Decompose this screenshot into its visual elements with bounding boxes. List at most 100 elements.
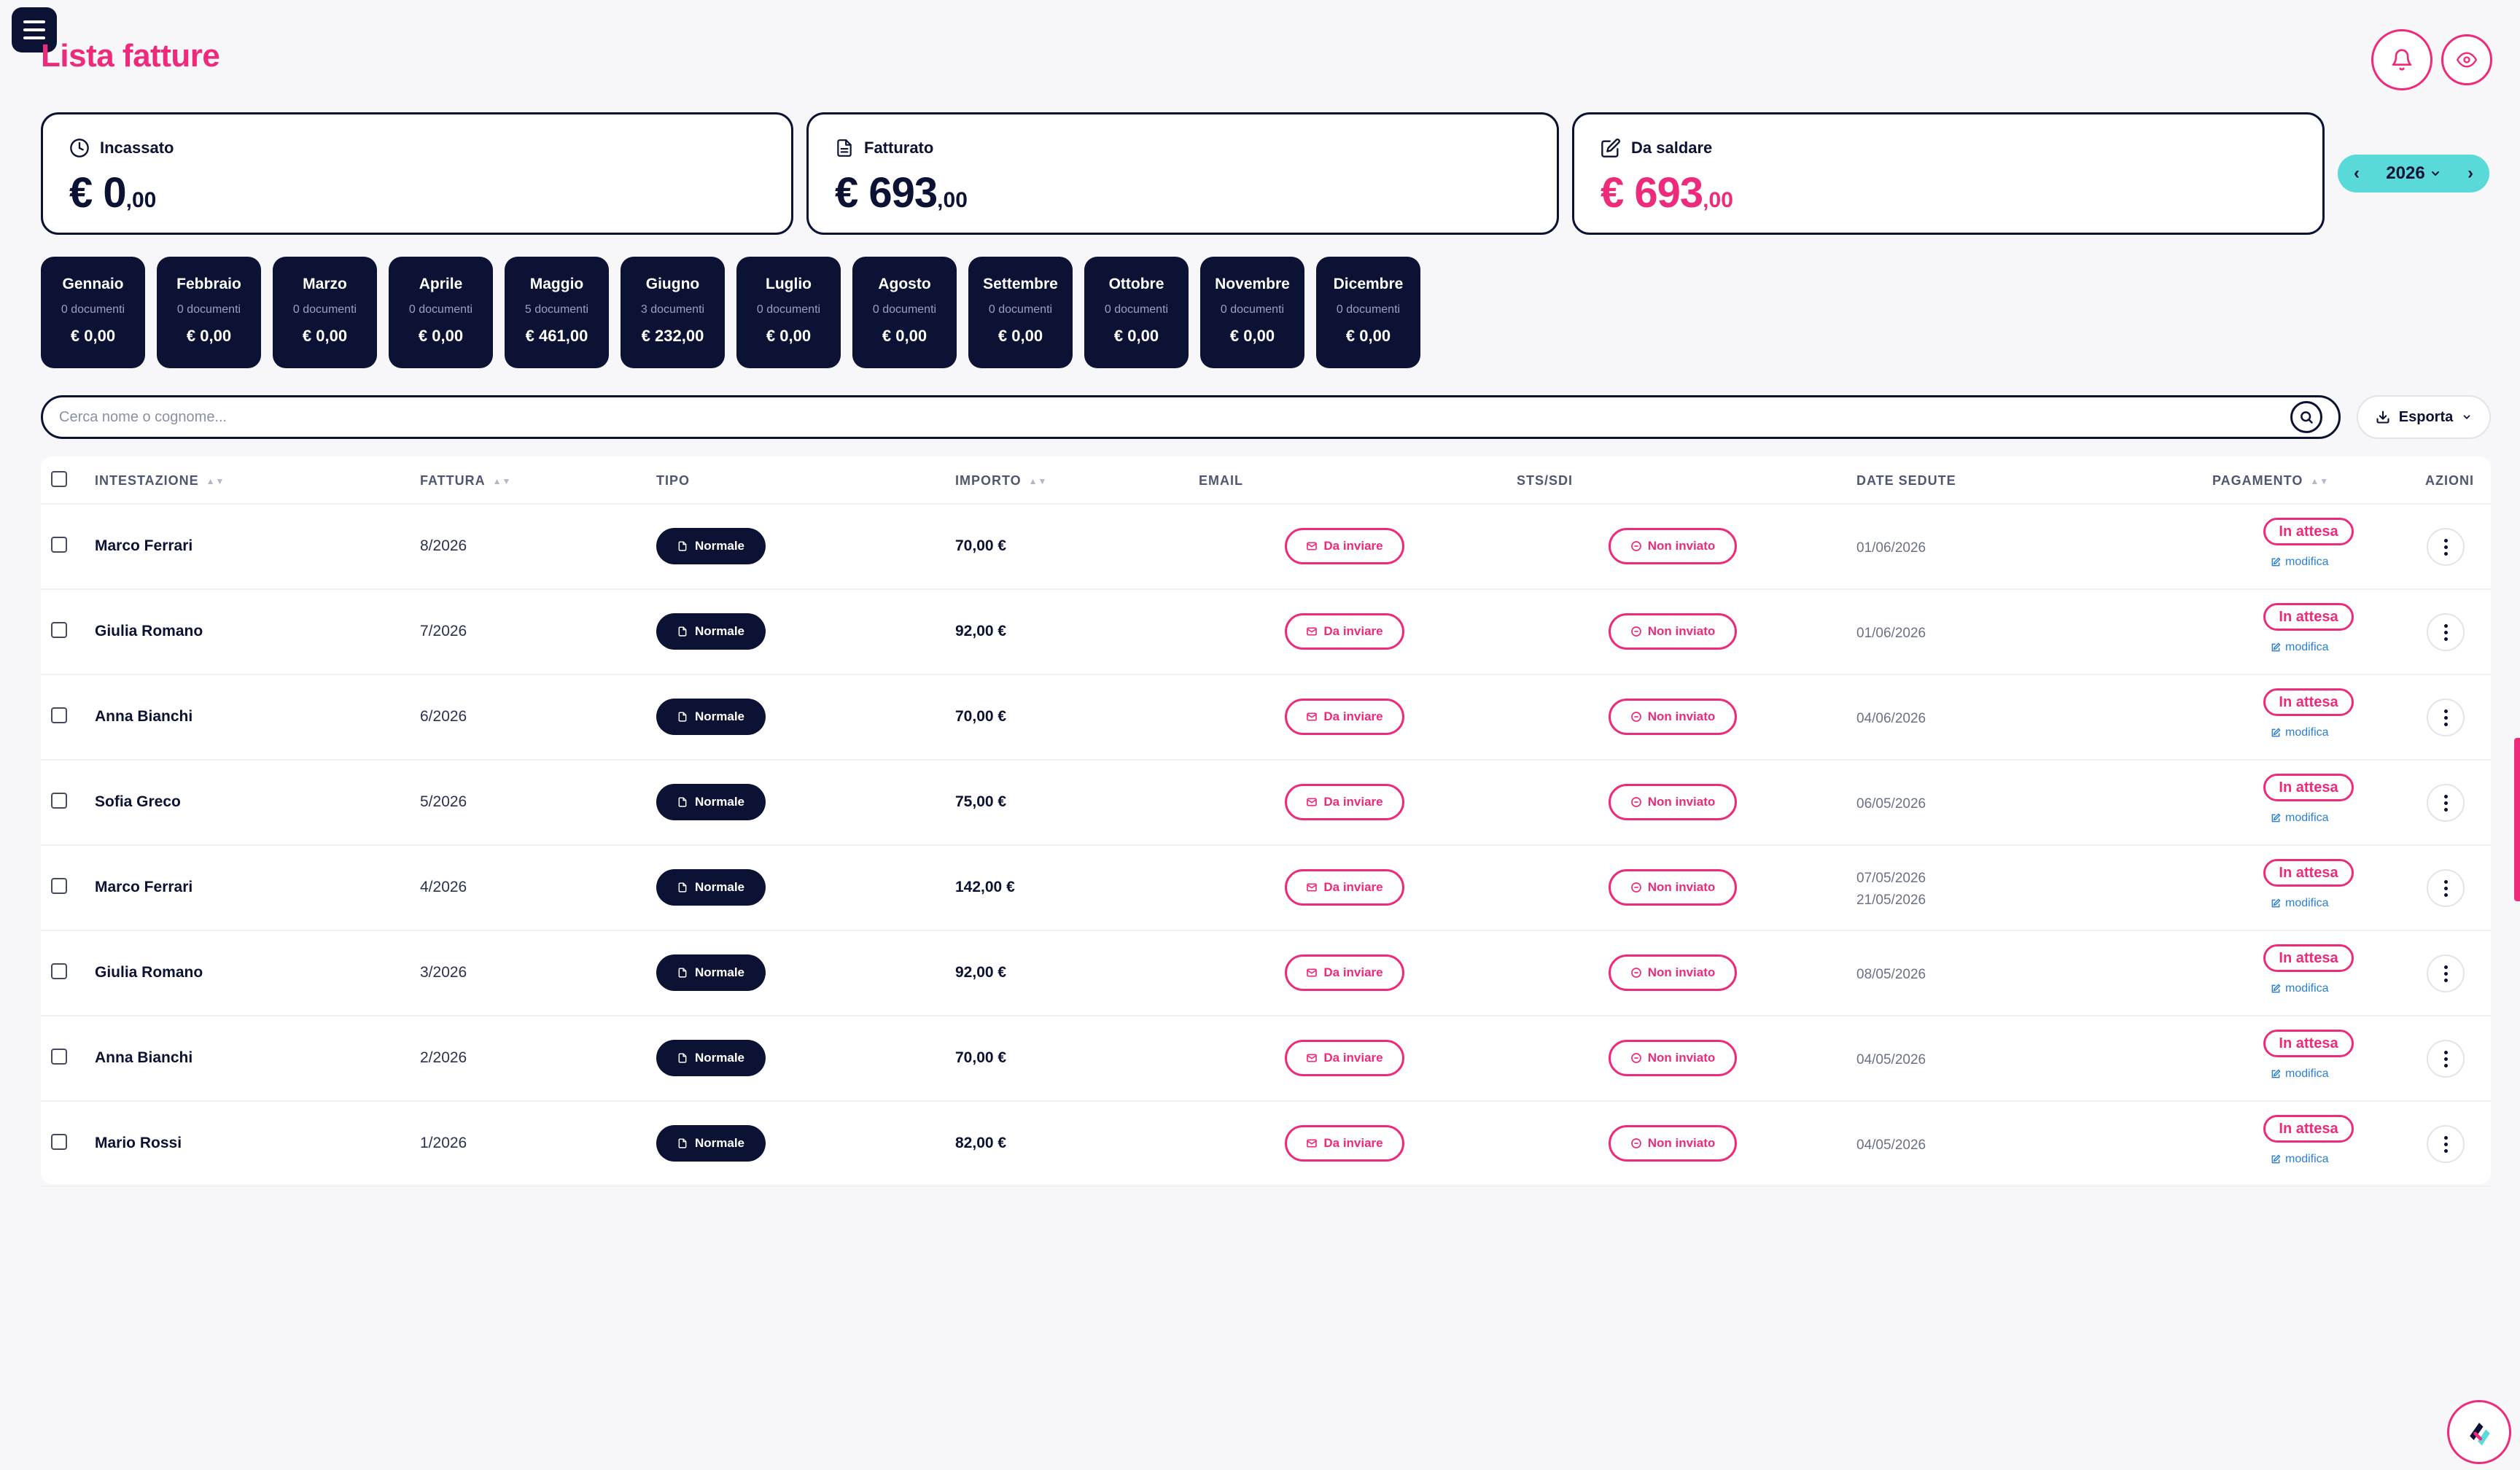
email-status-button[interactable]: Da inviare	[1285, 528, 1404, 564]
sts-status-button[interactable]: Non inviato	[1609, 784, 1737, 820]
help-fab-button[interactable]	[2447, 1400, 2511, 1464]
edit-payment-link[interactable]: modifica	[2271, 982, 2329, 995]
row-actions-button[interactable]	[2427, 699, 2465, 736]
sts-status-button[interactable]: Non inviato	[1609, 1125, 1737, 1162]
row-checkbox[interactable]	[51, 1049, 67, 1065]
visibility-toggle-button[interactable]	[2441, 34, 2492, 85]
month-tile[interactable]: Maggio 5 documenti € 461,00	[505, 257, 609, 368]
table-row[interactable]: Mario Rossi 1/2026 Normale 82,00 € Da inviar…	[41, 1102, 2491, 1187]
sts-status-button[interactable]: Non inviato	[1609, 954, 1737, 991]
row-checkbox[interactable]	[51, 878, 67, 894]
export-button[interactable]: Esporta	[2357, 395, 2491, 439]
menu-button[interactable]	[12, 7, 57, 52]
sts-status-button[interactable]: Non inviato	[1609, 613, 1737, 650]
row-checkbox[interactable]	[51, 793, 67, 809]
notifications-button[interactable]	[2371, 29, 2432, 90]
table-row[interactable]: Sofia Greco 5/2026 Normale 75,00 € Da inviar…	[41, 761, 2491, 846]
row-actions-button[interactable]	[2427, 869, 2465, 907]
email-status-button[interactable]: Da inviare	[1285, 613, 1404, 650]
email-status-button[interactable]: Da inviare	[1285, 1125, 1404, 1162]
header-intestazione[interactable]: INTESTAZIONE ▲▼	[95, 473, 225, 488]
search-input[interactable]	[59, 408, 2290, 426]
more-vertical-icon	[2443, 709, 2448, 713]
sts-status-button[interactable]: Non inviato	[1609, 1040, 1737, 1076]
table-row[interactable]: Giulia Romano 7/2026 Normale 92,00 € Da invi…	[41, 590, 2491, 675]
row-date-sedute: 01/06/2026	[1856, 537, 1926, 559]
row-actions-button[interactable]	[2427, 1040, 2465, 1078]
search-button[interactable]	[2290, 401, 2322, 433]
row-checkbox[interactable]	[51, 537, 67, 553]
row-actions-button[interactable]	[2427, 613, 2465, 651]
row-checkbox[interactable]	[51, 963, 67, 979]
email-status-button[interactable]: Da inviare	[1285, 699, 1404, 735]
row-intestazione[interactable]: Anna Bianchi	[95, 1049, 193, 1066]
month-tile[interactable]: Gennaio 0 documenti € 0,00	[41, 257, 145, 368]
email-status-button[interactable]: Da inviare	[1285, 954, 1404, 991]
month-tile[interactable]: Novembre 0 documenti € 0,00	[1200, 257, 1304, 368]
prev-year-button[interactable]: ‹	[2354, 163, 2360, 183]
row-actions-button[interactable]	[2427, 954, 2465, 992]
table-row[interactable]: Marco Ferrari 4/2026 Normale 142,00 € Da inv…	[41, 846, 2491, 931]
tipo-badge: Normale	[656, 869, 766, 906]
row-actions-button[interactable]	[2427, 528, 2465, 566]
row-importo: 70,00 €	[955, 708, 1007, 725]
payment-status-badge[interactable]: In attesa	[2263, 603, 2354, 631]
month-amount: € 0,00	[186, 327, 232, 345]
table-row[interactable]: Giulia Romano 3/2026 Normale 92,00 € Da invi…	[41, 931, 2491, 1016]
row-intestazione[interactable]: Anna Bianchi	[95, 708, 193, 725]
edit-payment-link[interactable]: modifica	[2271, 556, 2329, 569]
header-pagamento[interactable]: PAGAMENTO ▲▼	[2212, 473, 2330, 488]
month-tile[interactable]: Marzo 0 documenti € 0,00	[273, 257, 377, 368]
payment-status-badge[interactable]: In attesa	[2263, 774, 2354, 801]
next-year-button[interactable]: ›	[2467, 163, 2473, 183]
edit-payment-link[interactable]: modifica	[2271, 1153, 2329, 1166]
month-tile[interactable]: Dicembre 0 documenti € 0,00	[1316, 257, 1420, 368]
payment-status-badge[interactable]: In attesa	[2263, 859, 2354, 887]
table-row[interactable]: Anna Bianchi 2/2026 Normale 70,00 € Da invia…	[41, 1016, 2491, 1102]
email-status-button[interactable]: Da inviare	[1285, 784, 1404, 820]
row-checkbox[interactable]	[51, 622, 67, 638]
month-tile[interactable]: Settembre 0 documenti € 0,00	[968, 257, 1073, 368]
year-dropdown[interactable]: 2026	[2386, 163, 2441, 184]
edit-payment-link[interactable]: modifica	[2271, 1068, 2329, 1081]
header-importo[interactable]: IMPORTO ▲▼	[955, 473, 1048, 488]
select-all-checkbox[interactable]	[51, 471, 67, 487]
month-amount: € 461,00	[525, 327, 588, 345]
email-status-button[interactable]: Da inviare	[1285, 1040, 1404, 1076]
row-intestazione[interactable]: Marco Ferrari	[95, 879, 193, 895]
edit-payment-link[interactable]: modifica	[2271, 641, 2329, 654]
edit-payment-link[interactable]: modifica	[2271, 897, 2329, 910]
side-tab[interactable]	[2514, 738, 2520, 901]
payment-status-badge[interactable]: In attesa	[2263, 944, 2354, 972]
payment-status-badge[interactable]: In attesa	[2263, 518, 2354, 545]
payment-status-badge[interactable]: In attesa	[2263, 1030, 2354, 1057]
row-actions-button[interactable]	[2427, 1125, 2465, 1163]
row-checkbox[interactable]	[51, 1134, 67, 1150]
edit-payment-link[interactable]: modifica	[2271, 726, 2329, 739]
table-row[interactable]: Anna Bianchi 6/2026 Normale 70,00 € Da invia…	[41, 675, 2491, 761]
row-intestazione[interactable]: Marco Ferrari	[95, 537, 193, 554]
row-intestazione[interactable]: Mario Rossi	[95, 1135, 182, 1151]
month-tile[interactable]: Ottobre 0 documenti € 0,00	[1084, 257, 1189, 368]
payment-status-badge[interactable]: In attesa	[2263, 1115, 2354, 1143]
row-actions-button[interactable]	[2427, 784, 2465, 822]
table-row[interactable]: Marco Ferrari 8/2026 Normale 70,00 € Da invi…	[41, 505, 2491, 590]
sts-status-button[interactable]: Non inviato	[1609, 699, 1737, 735]
sts-status-button[interactable]: Non inviato	[1609, 869, 1737, 906]
month-tile[interactable]: Giugno 3 documenti € 232,00	[621, 257, 725, 368]
header-fattura[interactable]: FATTURA ▲▼	[420, 473, 512, 488]
month-tile[interactable]: Luglio 0 documenti € 0,00	[736, 257, 841, 368]
row-intestazione[interactable]: Giulia Romano	[95, 964, 203, 981]
year-selector[interactable]: ‹ 2026 ›	[2338, 155, 2489, 192]
sts-status-button[interactable]: Non inviato	[1609, 528, 1737, 564]
payment-status-badge[interactable]: In attesa	[2263, 688, 2354, 716]
month-tile[interactable]: Aprile 0 documenti € 0,00	[389, 257, 493, 368]
month-tile[interactable]: Febbraio 0 documenti € 0,00	[157, 257, 261, 368]
edit-payment-link[interactable]: modifica	[2271, 812, 2329, 825]
document-icon	[678, 712, 687, 722]
row-checkbox[interactable]	[51, 707, 67, 723]
email-status-button[interactable]: Da inviare	[1285, 869, 1404, 906]
row-intestazione[interactable]: Giulia Romano	[95, 623, 203, 639]
row-intestazione[interactable]: Sofia Greco	[95, 793, 181, 810]
month-tile[interactable]: Agosto 0 documenti € 0,00	[852, 257, 957, 368]
